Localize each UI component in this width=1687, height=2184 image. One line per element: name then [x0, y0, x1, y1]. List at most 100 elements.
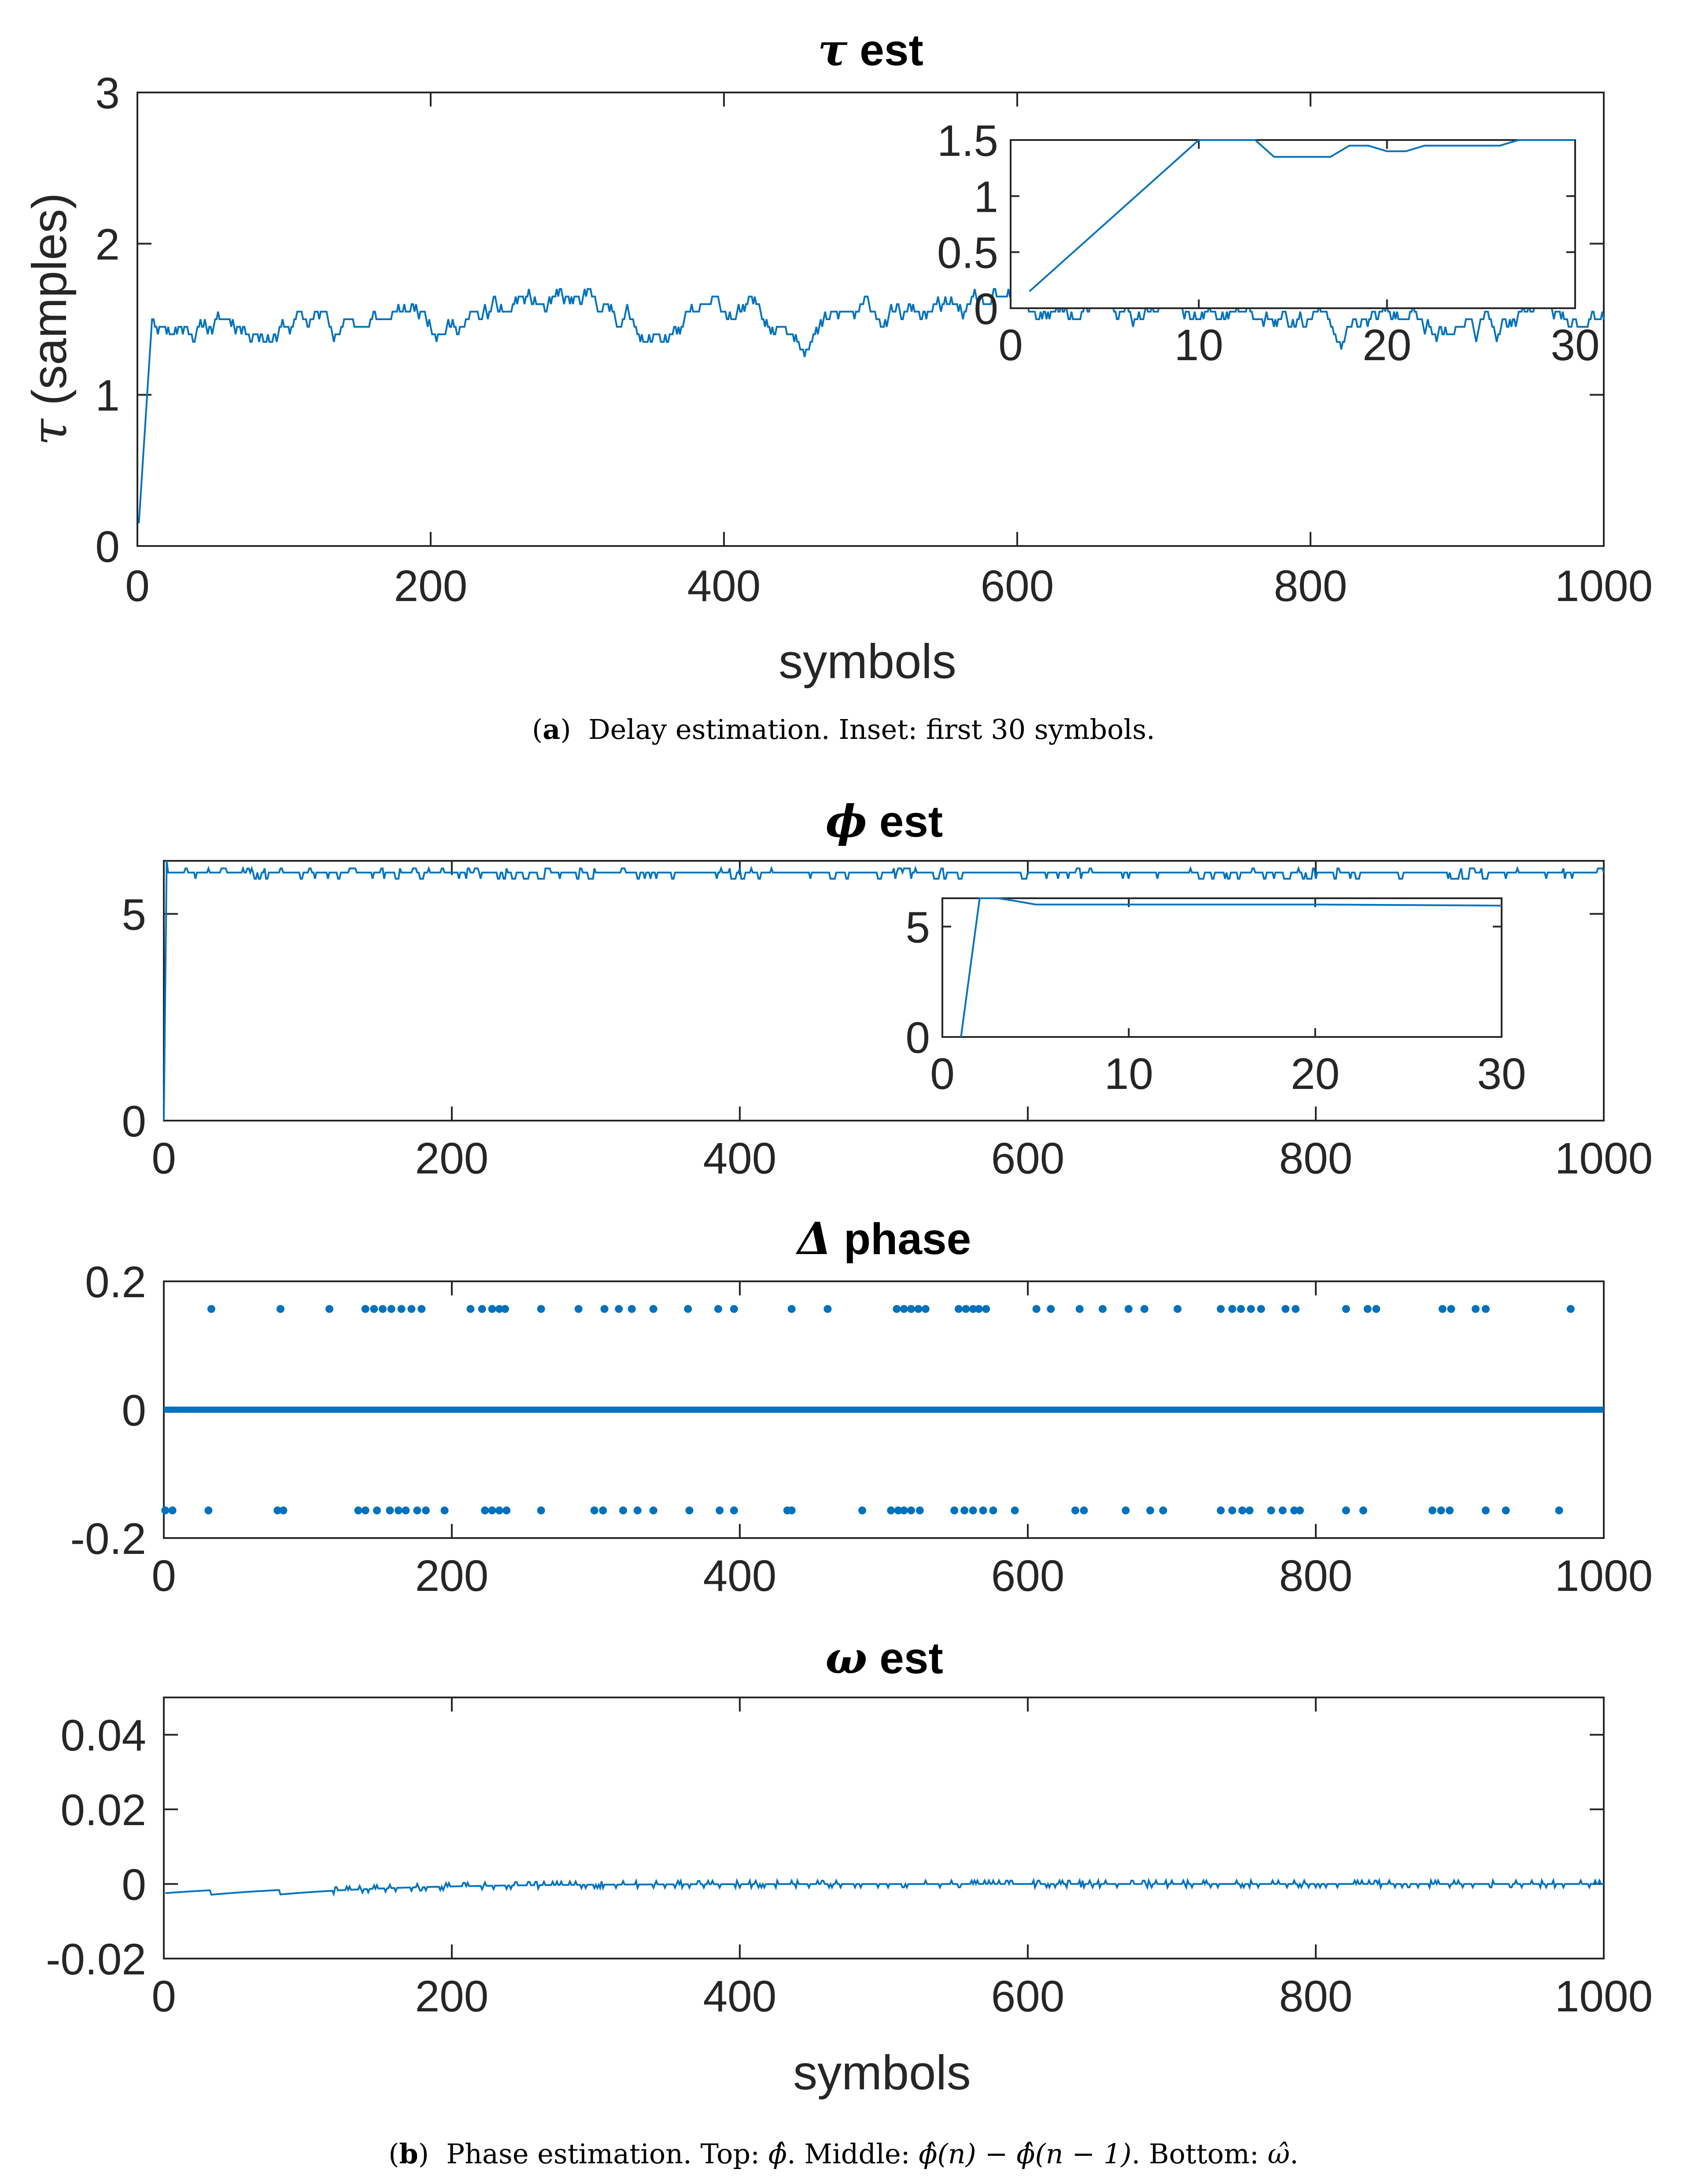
tau-inset-box	[1010, 139, 1576, 309]
delta-phase-point-negative	[273, 1506, 282, 1515]
delta-phase-point-negative	[488, 1506, 496, 1515]
tau-x-label: symbols	[779, 635, 956, 689]
delta-phase-point-positive	[207, 1305, 215, 1313]
delta-phase-point-negative	[1342, 1506, 1350, 1515]
tau-inset-ytick-label: 1	[974, 172, 998, 221]
delta-phase-point-positive	[1124, 1305, 1133, 1313]
delta-phase-point-positive	[387, 1305, 395, 1313]
delta-phase-point-positive	[962, 1305, 970, 1313]
delta-phase-point-positive	[417, 1305, 426, 1313]
tau-series-line	[138, 288, 1605, 524]
tau-y-label: τ (samples)	[21, 193, 78, 446]
delta-phase-point-positive	[1438, 1305, 1447, 1313]
delta-phase-point-negative	[730, 1506, 738, 1515]
delta-phase-point-positive	[1481, 1305, 1490, 1313]
delta-phase-point-negative	[422, 1506, 430, 1515]
delta-phase-point-negative	[1245, 1506, 1254, 1515]
phi-inset-y-ticks: 05	[905, 903, 1502, 1062]
tau-ytick-label: 3	[95, 69, 120, 118]
delta-phase-point-positive	[1292, 1305, 1300, 1313]
delta-phase-point-negative	[619, 1506, 628, 1515]
delta-phase-point-negative	[1146, 1506, 1154, 1515]
tau-inset-y-ticks: 0 0.5 1 1.5	[937, 116, 1575, 334]
delta-phase-point-negative	[858, 1506, 866, 1515]
delta-phase-point-negative	[887, 1506, 895, 1515]
delta-phase-point-negative	[361, 1506, 369, 1515]
delta-phase-point-negative	[1122, 1506, 1130, 1515]
tau-plot-title: τ est	[818, 24, 923, 76]
delta-phase-point-negative	[590, 1506, 598, 1515]
delta-phase-point-negative	[1011, 1506, 1019, 1515]
tau-xtick-label: 200	[394, 561, 468, 611]
delta-phase-point-positive	[407, 1305, 416, 1313]
tau-ytick-label: 2	[95, 220, 120, 269]
delta-phase-point-positive	[907, 1305, 915, 1313]
delta-phase-point-negative	[716, 1506, 724, 1515]
delta-phase-point-negative	[1437, 1506, 1445, 1515]
omega-plot-title: ω est	[825, 1632, 943, 1684]
delta-phase-point-positive	[1363, 1305, 1372, 1313]
delta-phase-point-negative	[537, 1506, 545, 1515]
delta-phase-point-negative	[1267, 1506, 1275, 1515]
delta-phase-point-positive	[1281, 1305, 1290, 1313]
delta-phase-point-positive	[914, 1305, 923, 1313]
delta-phase-point-negative	[599, 1506, 607, 1515]
delta-phase-point-positive	[370, 1305, 378, 1313]
phi-series-line	[163, 860, 1605, 1121]
tau-xtick-label: 600	[981, 561, 1054, 611]
omega-ytick-label: 0	[122, 1860, 146, 1910]
delta-phase-point-negative	[1555, 1506, 1563, 1515]
tau-inset: 0 10 20 30 00.511.5	[937, 116, 1600, 370]
delta-phase-points	[161, 1305, 1575, 1515]
phi-inset-line	[960, 897, 1502, 1037]
delta-phase-point-negative	[161, 1506, 170, 1515]
delta-phase-point-positive	[1217, 1305, 1225, 1313]
delta-phase-point-positive	[478, 1305, 486, 1313]
delta-phase-point-negative	[979, 1506, 987, 1515]
phi-xtick-label: 1000	[1555, 1134, 1653, 1183]
tau-ytick-label: 1	[95, 371, 120, 421]
delta-phase-xtick-label: 200	[415, 1551, 489, 1601]
delta-phase-y-ticks: -0.2 0 0.2	[70, 1258, 1604, 1564]
tau-y-ticks: 0 1 2 3	[95, 69, 1604, 572]
delta-phase-point-positive	[574, 1305, 583, 1313]
omega-axes-box	[163, 1697, 1605, 1959]
phi-x-ticks: 0 200 400 600 800 1000	[151, 861, 1653, 1183]
phi-xtick-label: 400	[703, 1134, 777, 1183]
delta-phase-point-positive	[488, 1305, 496, 1313]
delta-phase-point-negative	[633, 1506, 642, 1515]
phi-xtick-label: 0	[151, 1134, 176, 1183]
delta-phase-point-positive	[900, 1305, 908, 1313]
delta-phase-point-negative	[1296, 1506, 1304, 1515]
omega-ytick-label: -0.02	[46, 1935, 146, 1984]
delta-phase-plot-title: Δ phase	[795, 1213, 971, 1265]
delta-phase-point-positive	[1237, 1305, 1245, 1313]
delta-phase-point-negative	[894, 1506, 902, 1515]
delta-phase-point-positive	[1447, 1305, 1455, 1313]
delta-phase-point-negative	[1228, 1506, 1237, 1515]
delta-phase-point-positive	[1075, 1305, 1084, 1313]
delta-phase-point-negative	[481, 1506, 489, 1515]
tau-inset-line	[1029, 139, 1575, 292]
delta-phase-point-positive	[1472, 1305, 1480, 1313]
omega-xtick-label: 400	[703, 1972, 777, 2021]
delta-phase-xtick-label: 800	[1279, 1551, 1353, 1601]
delta-phase-point-positive	[1099, 1305, 1107, 1313]
delta-phase-point-negative	[413, 1506, 421, 1515]
delta-phase-point-negative	[1159, 1506, 1167, 1515]
delta-phase-point-negative	[354, 1506, 362, 1515]
delta-phase-point-positive	[969, 1305, 977, 1313]
phi-inset-ytick-label: 0	[905, 1013, 930, 1062]
delta-phase-point-negative	[1071, 1506, 1079, 1515]
delta-phase-point-negative	[900, 1506, 908, 1515]
delta-phase-point-positive	[921, 1305, 930, 1313]
delta-phase-point-positive	[628, 1305, 636, 1313]
omega-xtick-label: 800	[1279, 1972, 1353, 2021]
tau-ytick-label: 0	[95, 522, 120, 572]
phi-plot-title: ϕ est	[826, 795, 943, 847]
delta-phase-point-negative	[1502, 1506, 1510, 1515]
phi-inset: 0 10 20 30 05	[905, 897, 1526, 1099]
delta-phase-point-negative	[440, 1506, 449, 1515]
omega-ytick-label: 0.04	[60, 1711, 146, 1760]
delta-phase-xtick-label: 400	[703, 1551, 777, 1601]
